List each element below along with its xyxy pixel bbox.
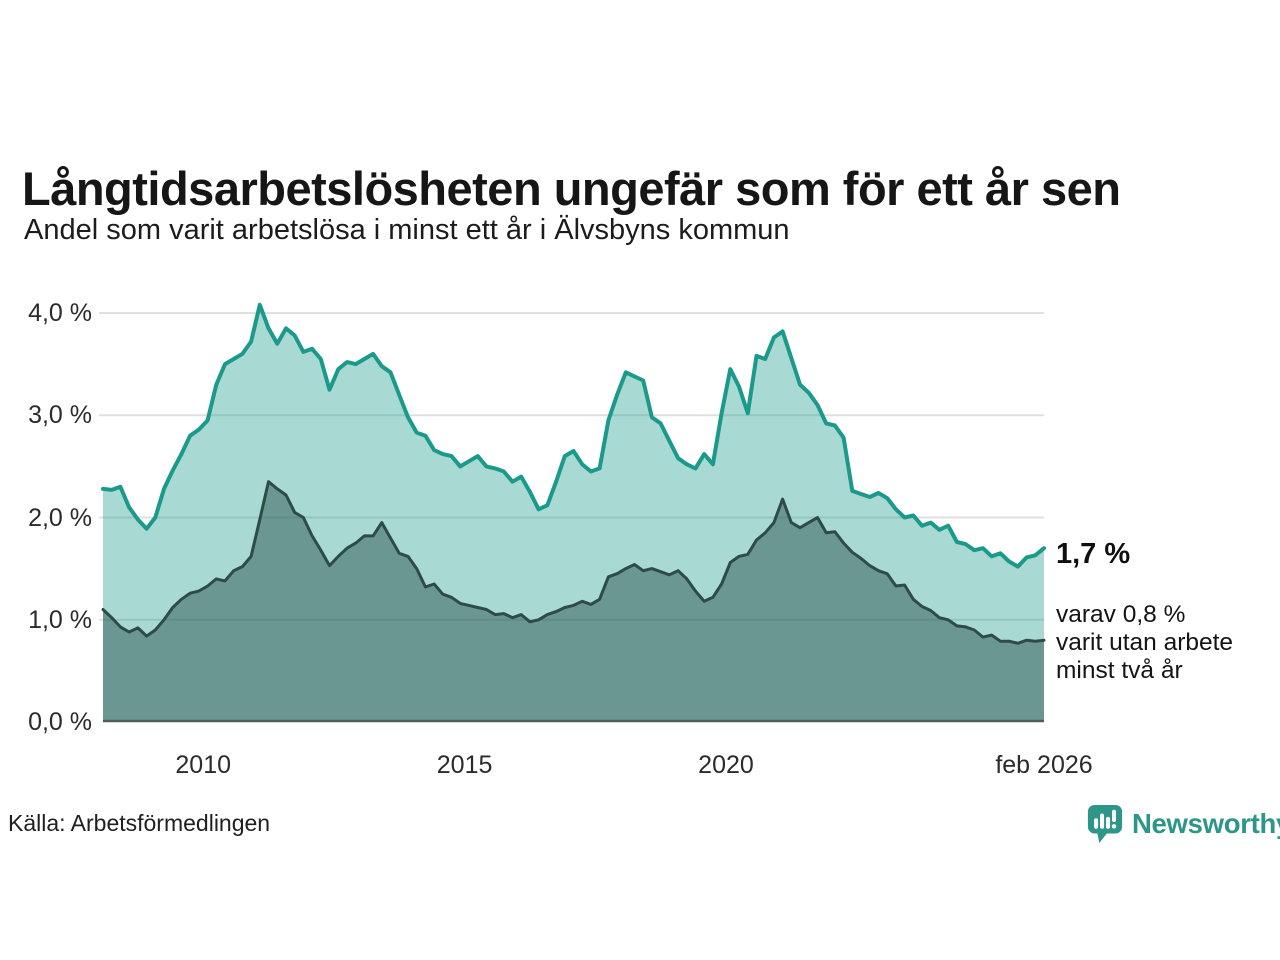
latest-subvalue-line: varit utan arbete: [1056, 629, 1234, 656]
x-tick-label: feb 2026: [995, 751, 1093, 779]
series-two-years-area: [103, 481, 1044, 722]
y-tick-label: 4,0 %: [28, 299, 92, 327]
series-two-years-line: [101, 480, 1046, 645]
latest-subvalue-line: varav 0,8 %: [1056, 601, 1186, 628]
x-tick-label: 2020: [698, 751, 754, 779]
source-credit: Källa: Arbetsförmedlingen: [8, 810, 271, 836]
series-total-line: [101, 302, 1046, 569]
x-tick-label: 2010: [175, 751, 232, 779]
newsworthy-logo: Newsworthy: [1086, 803, 1280, 844]
page-title: Långtidsarbetslösheten ungefär som för e…: [22, 162, 1121, 216]
series-total-area: [103, 304, 1044, 722]
y-tick-label: 0,0 %: [28, 708, 92, 736]
latest-value-label: 1,7 %: [1056, 538, 1131, 570]
y-tick-label: 3,0 %: [28, 401, 92, 430]
y-tick-label: 1,0 %: [28, 605, 92, 634]
latest-subvalue-label: varav 0,8 % varit utan arbete minst två år: [1056, 601, 1233, 685]
brand-name: Newsworthy: [1132, 807, 1280, 839]
x-tick-label: 2015: [436, 751, 493, 779]
y-tick-label: 2,0 %: [28, 503, 92, 532]
latest-subvalue-line: minst två år: [1056, 657, 1183, 684]
newsworthy-bubble-chart-icon: [1087, 804, 1123, 843]
chart-subtitle: Andel som varit arbetslösa i minst ett å…: [24, 214, 790, 246]
